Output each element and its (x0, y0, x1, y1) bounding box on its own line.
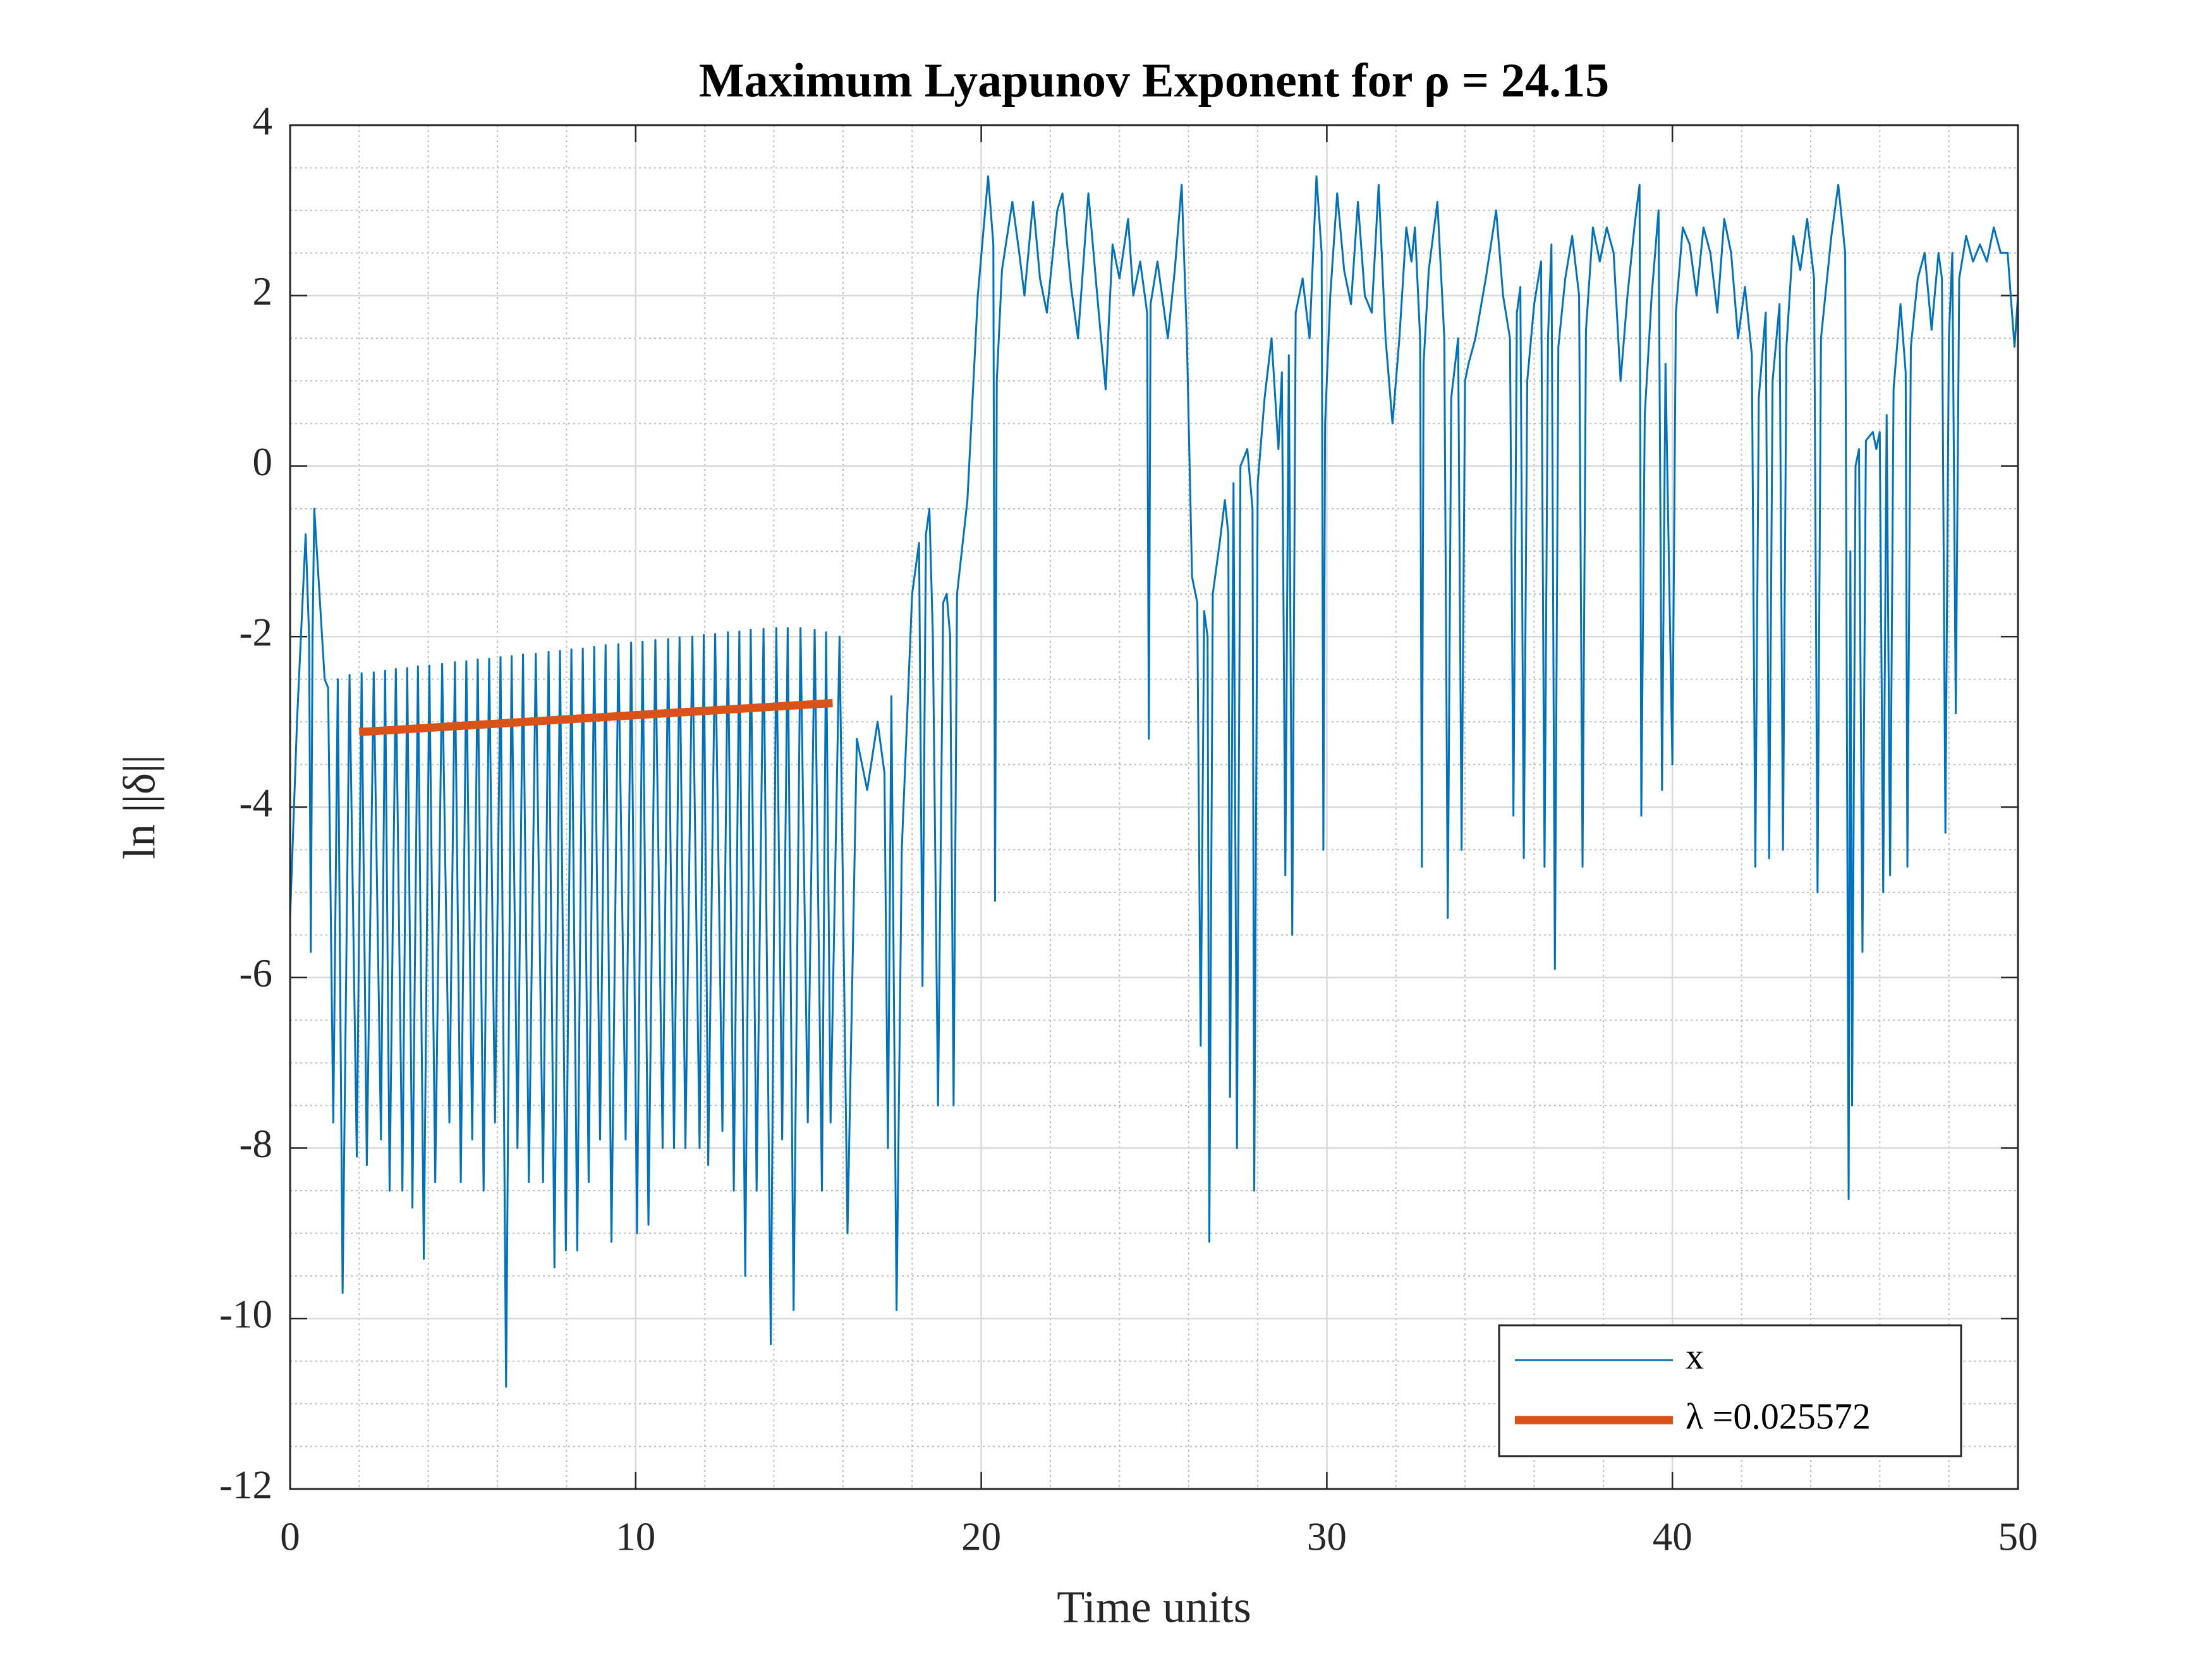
x-tick-label: 10 (616, 1514, 655, 1559)
y-tick-label: 0 (253, 440, 273, 484)
y-tick-label: -10 (219, 1292, 272, 1337)
x-tick-label: 30 (1307, 1514, 1347, 1559)
x-tick-label: 20 (961, 1514, 1001, 1559)
y-tick-label: -12 (219, 1462, 272, 1507)
legend-box (1498, 1324, 1962, 1457)
legend-label: x (1686, 1335, 1704, 1376)
y-tick-label: 2 (253, 269, 273, 313)
x-tick-label: 0 (280, 1514, 300, 1559)
series-line (358, 698, 833, 736)
chart-title: Maximum Lyapunov Exponent for ρ = 24.15 (699, 54, 1609, 107)
x-tick-label: 50 (1998, 1514, 2038, 1559)
y-tick-label: -4 (240, 781, 272, 825)
series-line (290, 175, 2018, 1388)
y-tick-label: -6 (240, 951, 272, 995)
y-tick-label: -8 (240, 1122, 272, 1166)
y-tick-label: 4 (253, 99, 273, 143)
x-axis-label: Time units (1057, 1582, 1251, 1632)
y-tick-label: -2 (240, 611, 272, 655)
x-tick-label: 40 (1653, 1514, 1692, 1559)
legend-label: λ =0.025572 (1686, 1395, 1871, 1437)
y-axis-label: ln ||δ|| (114, 755, 165, 860)
axes-box (289, 124, 2019, 1490)
